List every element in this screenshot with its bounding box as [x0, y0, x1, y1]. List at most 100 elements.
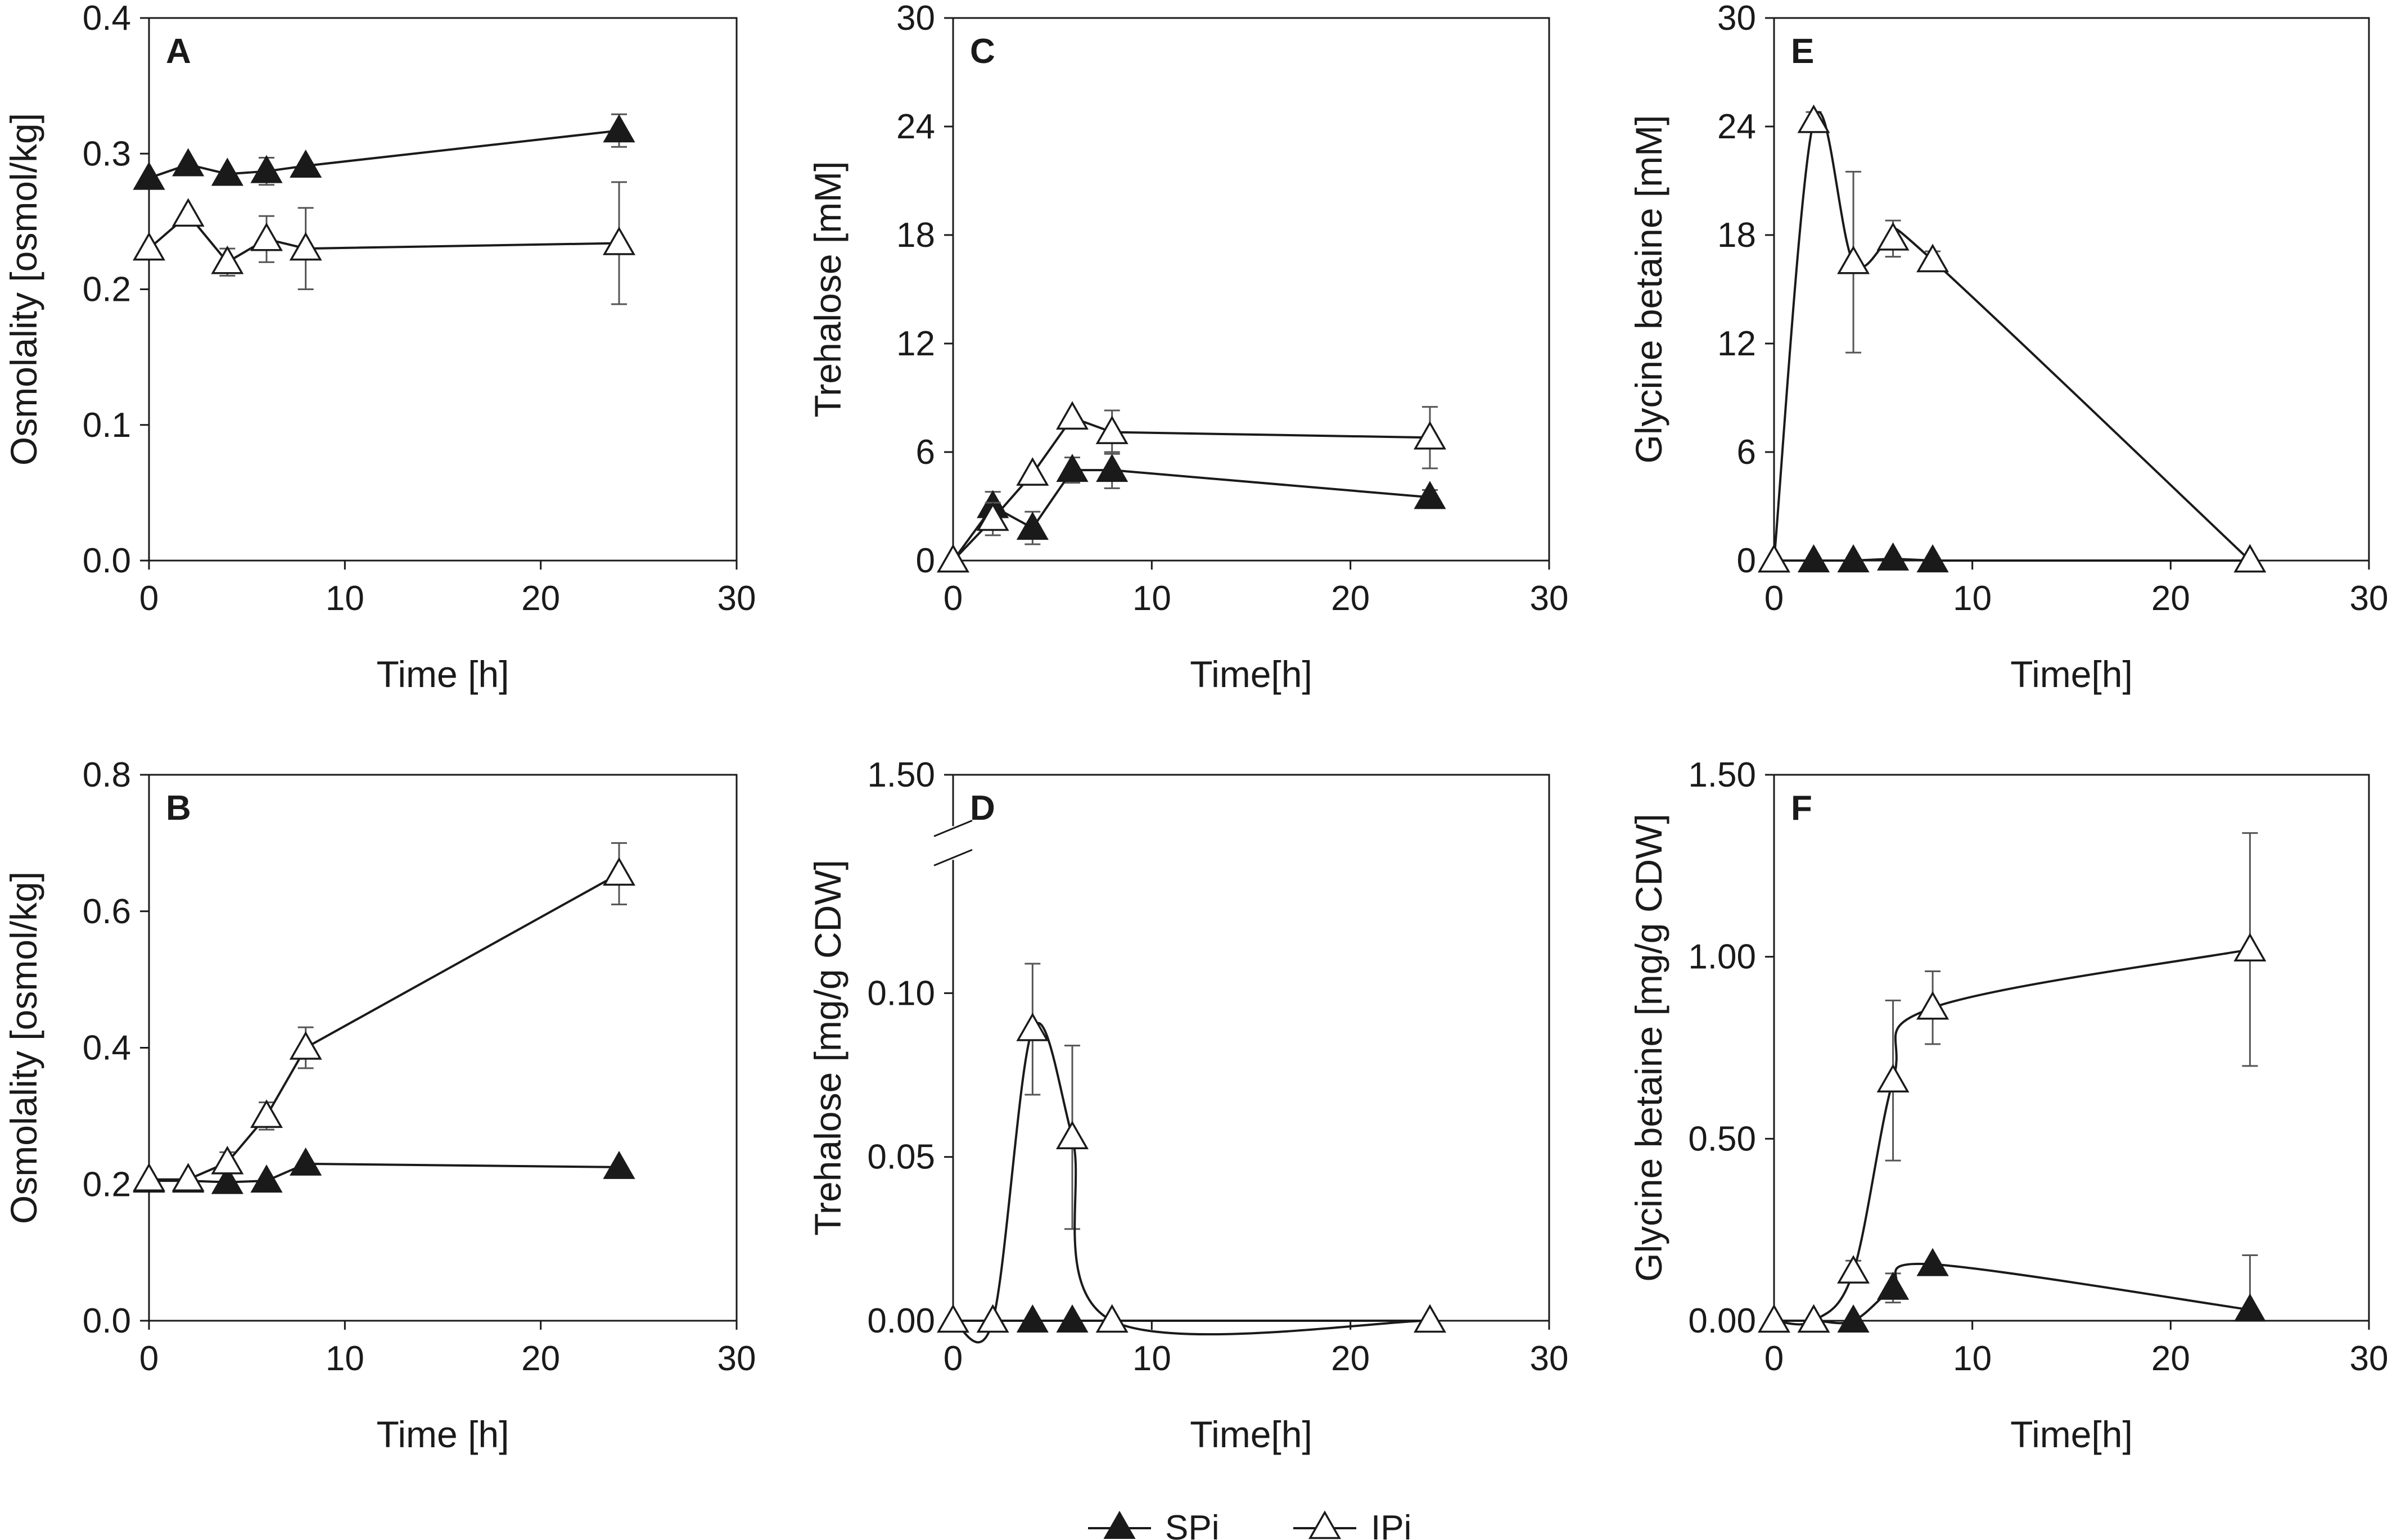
data-point: [1413, 1304, 1447, 1333]
data-point: [1837, 1304, 1870, 1333]
panel-e: 0 6 12 18 24 30 0 10 20 30 Time[h] Glycine betaine …: [1628, 0, 2388, 695]
series-line: [149, 873, 620, 1181]
data-point: [976, 1304, 1009, 1333]
y-tick-label: 1.50: [1688, 756, 1756, 794]
panel-label: E: [1791, 32, 1814, 71]
x-axis-label: Time [h]: [377, 1413, 509, 1455]
x-tick-label: 30: [2350, 579, 2389, 618]
data-point: [171, 198, 205, 227]
y-tick-label: 0.2: [83, 1165, 131, 1204]
y-tick-label: 30: [896, 0, 935, 38]
series-ipi: [132, 181, 636, 305]
y-tick-label: 0: [1737, 541, 1756, 580]
x-tick-label: 0: [139, 1339, 159, 1378]
plot-frame: [1773, 774, 2370, 1322]
data-point: [976, 502, 1009, 531]
x-tick-label: 20: [521, 1339, 560, 1378]
data-point: [211, 245, 244, 274]
series-line: [1773, 948, 2250, 1326]
x-tick-label: 10: [1953, 1339, 1992, 1378]
data-point: [603, 1150, 635, 1179]
x-tick-label: 10: [326, 579, 364, 618]
data-point: [1016, 1012, 1049, 1041]
x-axis-label: Time[h]: [1190, 653, 1312, 695]
y-axis-label: Osmolality [osmol/kg]: [3, 871, 44, 1224]
data-point: [211, 1166, 243, 1194]
y-tick-label: 24: [896, 107, 935, 146]
x-tick-label: 10: [1953, 579, 1992, 618]
panel-b: 0.0 0.2 0.4 0.6 0.8 0 10 20 30 Time [h] Osmolality…: [3, 756, 756, 1455]
y-axis-label: Glycine betaine [mM]: [1628, 115, 1669, 464]
y-tick-label: 0.00: [867, 1302, 935, 1340]
x-tick-label: 20: [2151, 1339, 2190, 1378]
data-point: [250, 155, 283, 183]
y-tick-label: 12: [896, 324, 935, 363]
y-tick-label: 0.4: [83, 1029, 131, 1068]
y-tick-label: 0.4: [83, 0, 131, 38]
legend-label: IPi: [1371, 1509, 1411, 1540]
data-point: [602, 857, 636, 886]
data-point: [1016, 512, 1049, 540]
y-tick-label: 0.1: [83, 406, 131, 445]
x-tick-label: 0: [1764, 1339, 1784, 1378]
y-tick-label: 0.50: [1688, 1119, 1756, 1158]
y-tick-label: 12: [1717, 324, 1756, 363]
x-tick-label: 0: [944, 579, 963, 618]
data-point: [289, 1031, 322, 1060]
y-tick-label: 1.00: [1688, 938, 1756, 977]
plot-frame: [148, 774, 738, 1322]
series-ipi: [132, 842, 636, 1192]
panel-label: B: [166, 789, 191, 828]
data-point: [250, 222, 283, 251]
x-axis-label: Time[h]: [2010, 1413, 2133, 1455]
data-point: [603, 114, 635, 143]
data-point: [1916, 1248, 1949, 1276]
y-tick-label: 18: [896, 216, 935, 255]
series-ipi: [1757, 104, 2267, 573]
data-point: [1096, 454, 1129, 482]
data-point: [2233, 544, 2267, 573]
data-point: [172, 148, 205, 177]
panel-a: 0.0 0.1 0.2 0.3 0.4 0 10 20 30 Time [h] Osmolality…: [3, 0, 756, 695]
legend-item-spi: SPi: [1088, 1509, 1219, 1540]
y-tick-label: 6: [916, 433, 935, 472]
y-tick-label: 0.0: [83, 541, 131, 580]
data-point: [1797, 1304, 1830, 1333]
data-point: [936, 1304, 970, 1333]
plot-frame: [148, 17, 738, 562]
data-point: [133, 161, 165, 190]
data-point: [1876, 222, 1910, 251]
legend-item-ipi: IPi: [1293, 1509, 1411, 1540]
data-point: [1095, 1304, 1129, 1333]
x-axis-label: Time [h]: [377, 653, 509, 695]
series-line: [148, 213, 620, 264]
panel-c: 0 6 12 18 24 30 0 10 20 30 Time[h] Trehalose [mM] C: [807, 0, 1568, 695]
data-point: [2233, 933, 2267, 961]
x-tick-label: 0: [1764, 579, 1784, 618]
series-spi: [1758, 542, 2266, 572]
x-tick-label: 20: [2151, 579, 2190, 618]
x-tick-label: 30: [1530, 579, 1569, 618]
data-point: [1916, 544, 1949, 572]
data-point: [1837, 245, 1870, 274]
axis-break-gap: [936, 826, 970, 860]
panel-label: F: [1791, 789, 1812, 828]
legend-label: SPi: [1165, 1509, 1219, 1540]
data-point: [171, 1163, 205, 1192]
y-tick-label: 1.50: [867, 756, 935, 794]
y-tick-label: 18: [1717, 216, 1756, 255]
y-tick-label: 0.8: [83, 756, 131, 794]
data-point: [1916, 243, 1949, 273]
data-point: [2233, 1293, 2266, 1322]
plot-frame: [952, 774, 1550, 1322]
data-point: [1414, 481, 1446, 509]
axis-break-mark: [933, 819, 973, 837]
data-point: [602, 226, 636, 255]
y-axis-label: Osmolality [osmol/kg]: [3, 113, 44, 466]
data-point: [132, 1163, 166, 1192]
data-point: [1876, 1064, 1910, 1093]
data-point: [1095, 416, 1129, 444]
series-ipi: [936, 963, 1447, 1344]
x-tick-label: 0: [944, 1339, 963, 1378]
